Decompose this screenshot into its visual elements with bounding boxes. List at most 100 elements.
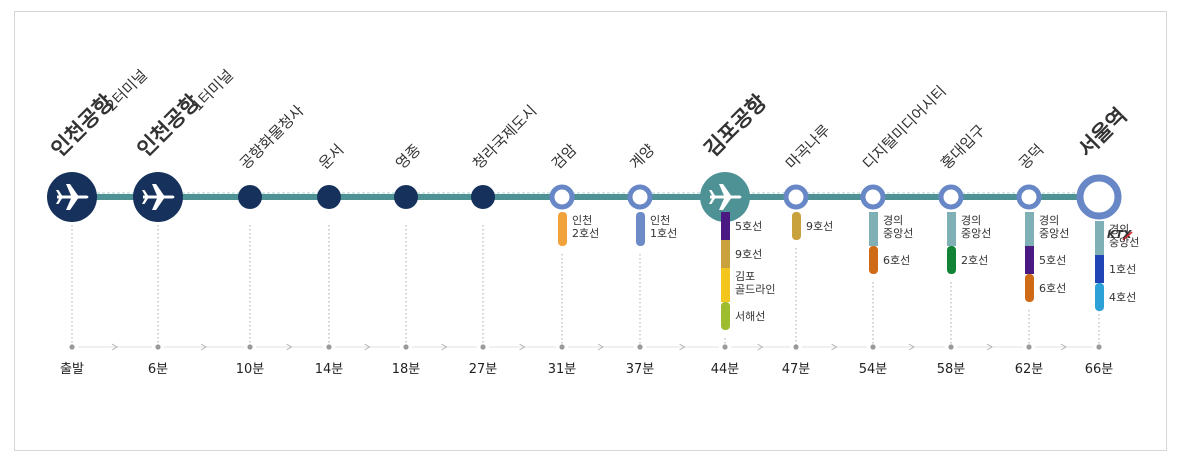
airplane-tail	[142, 198, 148, 204]
transfer-line-label: 인천 1호선	[650, 213, 677, 240]
airplane-wing	[152, 184, 164, 196]
station-marker	[938, 184, 964, 210]
transfer-line-label-part: 2호선	[961, 254, 988, 267]
station-time: 14분	[315, 362, 344, 377]
transfer-line-label: 5호선	[1039, 254, 1066, 267]
transfer-line-label-part: 중앙선	[1109, 236, 1139, 249]
transfer-line-label: 서해선	[735, 309, 765, 323]
transfer-line-bar	[1095, 255, 1104, 283]
timeline-arrow-icon	[441, 343, 448, 351]
timeline-arrow-icon	[286, 343, 293, 351]
transfer-line-bar	[947, 246, 956, 274]
transfer-line-bar	[636, 212, 645, 246]
station-time: 47분	[782, 362, 811, 377]
transfer-line-label-part: 4호선	[1109, 291, 1136, 304]
station-time: 37분	[626, 362, 655, 377]
station-marker	[783, 184, 809, 210]
timeline-dot	[870, 344, 876, 350]
timeline-arrow-icon	[908, 343, 915, 351]
station-unseo: 운서 14분	[315, 141, 348, 377]
transfer-line-label-part: 중앙선	[883, 227, 913, 240]
airplane-fuselage	[143, 195, 175, 199]
transfer-list: 인천 1호선	[636, 212, 677, 246]
timeline	[78, 343, 1093, 351]
airplane-tail	[56, 190, 62, 196]
station-cargo: 공항화물청사 10분	[236, 101, 308, 377]
airplane-icon	[709, 184, 742, 210]
timeline-dot	[69, 344, 75, 350]
transfer-line-bar	[1095, 283, 1104, 311]
transfer-line-label-part: 중앙선	[961, 227, 991, 240]
transfer-list: 경의 중앙선 2호선	[947, 212, 991, 274]
transfer-line-label-part: 김포	[735, 270, 755, 283]
station-name: 영종	[392, 141, 424, 173]
timeline-dot	[403, 344, 409, 350]
transfer-line-label-part: 경의	[883, 214, 903, 227]
transfer-line-bar	[1095, 221, 1104, 255]
timeline-dot	[637, 344, 643, 350]
station-subname: 2터미널	[102, 66, 151, 115]
transfer-line-label-part: 경의	[1039, 214, 1059, 227]
transfer-line-label-part: 5호선	[1039, 254, 1066, 267]
station-name: 공항화물청사	[236, 101, 307, 172]
airplane-fuselage	[710, 195, 742, 199]
station-marker	[627, 184, 653, 210]
timeline-dot	[247, 344, 253, 350]
transfer-line-label: 6호선	[1039, 282, 1066, 295]
transfer-line-label: 6호선	[883, 254, 910, 267]
timeline-arrow-icon	[1060, 343, 1067, 351]
station-name: 서울역	[1074, 104, 1132, 162]
transfer-line-bar	[558, 212, 567, 246]
transfer-line-label: 4호선	[1109, 291, 1136, 304]
station-name: 김포공항	[700, 90, 772, 162]
transfer-line-bar	[792, 212, 801, 240]
transfer-line-bar	[721, 268, 730, 302]
transfer-line-bar	[1025, 274, 1034, 302]
station-marker	[549, 184, 575, 210]
transfer-line-label: 인천 2호선	[572, 213, 599, 240]
transfer-line-bar	[721, 212, 730, 240]
transfer-list: 경의 중앙선 6호선	[869, 212, 913, 274]
timeline-dot	[559, 344, 565, 350]
station-yeongjong: 영종 18분	[392, 141, 425, 377]
transfer-line-label-part: 경의	[961, 214, 981, 227]
airplane-wing	[719, 198, 731, 210]
airplane-icon	[56, 184, 89, 210]
timeline-dot	[948, 344, 954, 350]
station-marker	[860, 184, 886, 210]
transfer-list: 9호선	[792, 212, 833, 240]
station-marker	[238, 185, 262, 209]
station-time: 31분	[548, 362, 577, 377]
transfer-line-label: 2호선	[961, 254, 988, 267]
timeline-dot	[155, 344, 161, 350]
timeline-dot	[1026, 344, 1032, 350]
transfer-line-label-part: 골드라인	[735, 283, 775, 296]
transfer-line-bar	[1025, 212, 1034, 246]
timeline-arrow-icon	[519, 343, 526, 351]
airplane-tail	[56, 198, 62, 204]
station-magongnaru: 마곡나루 9호선 47분	[782, 121, 834, 377]
station-name: 검암	[548, 140, 580, 172]
transfer-line-label: 9호선	[735, 248, 762, 261]
transfer-line-bar	[1025, 246, 1034, 274]
station-time: 출발	[60, 362, 84, 377]
station-name: 디지털미디어시티	[859, 82, 950, 173]
station-time: 66분	[1085, 362, 1114, 377]
station-marker	[394, 185, 418, 209]
timeline-dot	[722, 344, 728, 350]
station-subname: 1터미널	[188, 66, 237, 115]
timeline-dot	[326, 344, 332, 350]
transfer-line-label: 김포 골드라인	[735, 270, 775, 296]
station-name: 계양	[626, 140, 658, 172]
airplane-tail	[709, 190, 715, 196]
ktx-swoosh	[1122, 231, 1133, 241]
timeline-dot	[480, 344, 486, 350]
airplane-wing	[66, 184, 78, 196]
